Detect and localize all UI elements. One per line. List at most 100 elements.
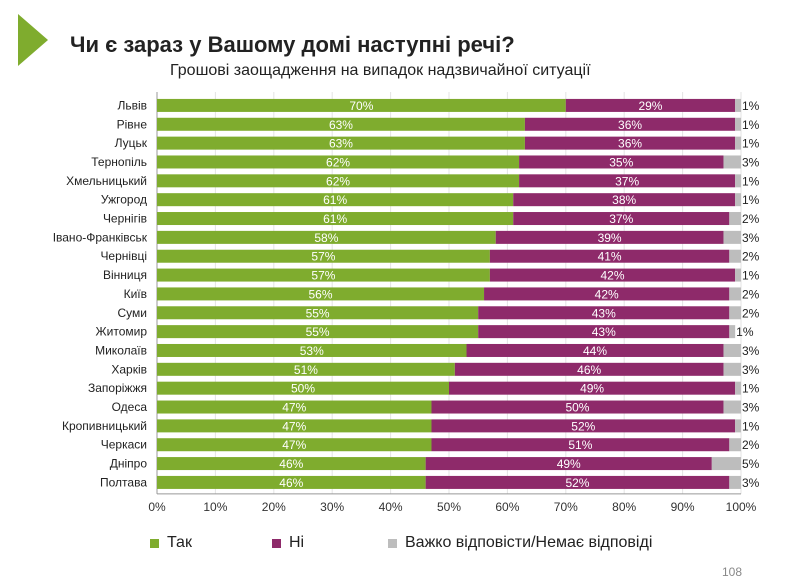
x-tick-label: 30% (320, 500, 344, 514)
category-label: Запоріжжя (88, 381, 147, 395)
category-label: Харків (111, 362, 147, 376)
data-label: 36% (618, 118, 642, 132)
bar-segment (157, 136, 525, 150)
legend-item-no: Ні (272, 534, 304, 552)
bar-segment (565, 98, 736, 112)
data-label: 5% (742, 457, 760, 471)
bar-segment (723, 155, 741, 169)
bar-segment (157, 343, 467, 357)
x-tick-label: 70% (554, 500, 578, 514)
legend-item-hard: Важко відповісти/Немає відповіді (388, 534, 652, 552)
bar-segment (495, 230, 724, 244)
data-label: 47% (282, 419, 306, 433)
category-label: Київ (124, 287, 147, 301)
bar-segment (513, 193, 736, 207)
bar-segment (478, 325, 730, 339)
data-label: 1% (742, 269, 760, 283)
data-label: 3% (742, 155, 760, 169)
bar-segment (513, 212, 730, 226)
bar-segment (729, 438, 741, 452)
bar-segment (735, 136, 741, 150)
bar-segment (157, 98, 566, 112)
category-label: Житомир (96, 325, 148, 339)
bar-segment (431, 419, 736, 433)
category-label: Кропивницький (62, 419, 147, 433)
category-label: Суми (118, 306, 147, 320)
bar-segment (524, 136, 736, 150)
data-label: 63% (329, 137, 353, 151)
data-label: 61% (323, 193, 347, 207)
x-tick-label: 50% (437, 500, 461, 514)
legend-item-yes: Так (150, 534, 192, 552)
bar-segment (711, 457, 741, 471)
category-label: Миколаїв (95, 343, 147, 357)
bar-segment (157, 325, 479, 339)
legend-swatch-hard (388, 538, 397, 548)
bar-segment (729, 475, 741, 489)
bar-segment (157, 362, 455, 376)
bar-segment (723, 362, 741, 376)
bar-segment (466, 343, 724, 357)
data-label: 46% (279, 457, 303, 471)
category-label: Львів (117, 98, 147, 112)
bar-segment (157, 475, 426, 489)
bar-segment (519, 174, 736, 188)
bar-segment (729, 306, 741, 320)
data-label: 35% (609, 155, 633, 169)
legend-label-yes: Так (167, 534, 192, 551)
data-label: 46% (577, 363, 601, 377)
bar-segment (729, 325, 736, 339)
bar-segment (484, 287, 730, 301)
data-label: 1% (736, 325, 754, 339)
data-label: 62% (326, 155, 350, 169)
bar-segment (157, 457, 426, 471)
bar-segment (425, 457, 712, 471)
data-label: 1% (742, 419, 760, 433)
data-label: 42% (595, 287, 619, 301)
data-label: 51% (294, 363, 318, 377)
category-label: Черкаси (101, 438, 147, 452)
data-label: 62% (326, 174, 350, 188)
bar-segment (157, 193, 514, 207)
data-label: 3% (742, 476, 760, 490)
x-tick-label: 90% (671, 500, 695, 514)
data-label: 42% (601, 269, 625, 283)
data-label: 41% (598, 250, 622, 264)
bar-segment (735, 419, 741, 433)
category-label: Одеса (112, 400, 148, 414)
bar-segment (157, 438, 432, 452)
data-label: 49% (557, 457, 581, 471)
data-label: 1% (742, 174, 760, 188)
data-label: 1% (742, 137, 760, 151)
data-label: 1% (742, 99, 760, 113)
bar-segment (723, 230, 741, 244)
legend-label-no: Ні (289, 534, 305, 551)
data-label: 50% (291, 382, 315, 396)
x-tick-label: 100% (726, 500, 757, 514)
bar-segment (157, 174, 520, 188)
data-label: 2% (742, 438, 760, 452)
bar-segment (735, 193, 741, 207)
bar-segment (489, 268, 736, 282)
category-label: Тернопіль (91, 155, 147, 169)
data-label: 63% (329, 118, 353, 132)
category-label: Дніпро (110, 457, 148, 471)
bar-segment (723, 343, 741, 357)
data-label: 2% (742, 306, 760, 320)
bar-segment (723, 400, 741, 414)
data-label: 61% (323, 212, 347, 226)
bar-segment (735, 381, 741, 395)
bar-segment (478, 306, 730, 320)
category-label: Полтава (100, 475, 147, 489)
data-label: 3% (742, 231, 760, 245)
data-label: 39% (598, 231, 622, 245)
category-label: Рівне (117, 117, 148, 131)
category-label: Чернігів (103, 212, 147, 226)
data-label: 55% (306, 325, 330, 339)
bar-segment (157, 155, 520, 169)
bar-segment (157, 306, 479, 320)
data-label: 1% (742, 193, 760, 207)
data-label: 38% (612, 193, 636, 207)
data-label: 43% (592, 306, 616, 320)
category-label: Луцьк (115, 136, 148, 150)
